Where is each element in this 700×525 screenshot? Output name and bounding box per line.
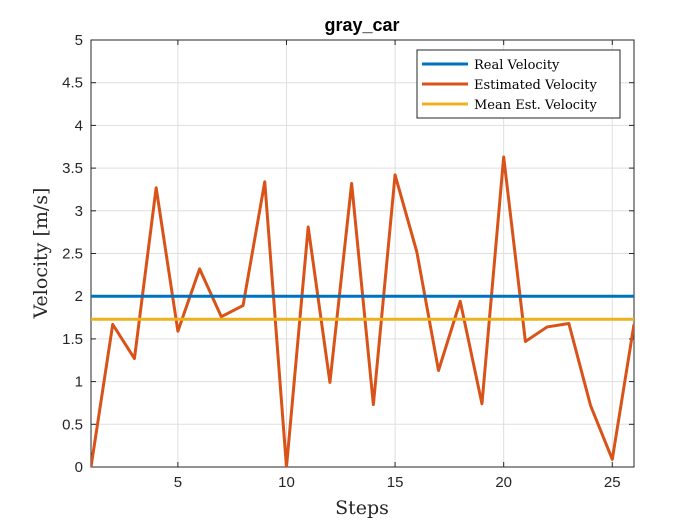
y-tick-label: 1 [75, 374, 83, 391]
x-tick-label: 15 [387, 474, 404, 491]
series-lines [91, 155, 634, 467]
y-tick-label: 0.5 [62, 416, 83, 433]
y-tick-label: 2 [75, 288, 83, 305]
y-tick-label: 0 [75, 459, 83, 476]
y-tick-label: 4.5 [62, 75, 83, 92]
chart-title: gray_car [324, 15, 399, 35]
y-tick-label: 2.5 [62, 246, 83, 263]
x-axis-label: Steps [335, 497, 389, 519]
y-tick-label: 3.5 [62, 160, 83, 177]
y-axis-ticks: 0 0.5 1 1.5 2 2.5 3 3.5 4 4.5 5 [62, 32, 634, 476]
y-tick-label: 3 [75, 203, 83, 220]
y-tick-label: 1.5 [62, 331, 83, 348]
legend-label-real-velocity: Real Velocity [474, 58, 560, 73]
y-tick-label: 5 [75, 32, 83, 49]
x-tick-label: 20 [495, 474, 512, 491]
legend-label-estimated-velocity: Estimated Velocity [474, 78, 598, 93]
series-line-estimated-velocity [91, 155, 634, 467]
legend-label-mean-est-velocity: Mean Est. Velocity [474, 98, 597, 113]
legend: Real Velocity Estimated Velocity Mean Est.… [416, 49, 621, 119]
x-axis-ticks: 5 10 15 20 25 [174, 40, 621, 491]
x-tick-label: 5 [174, 474, 182, 491]
y-tick-label: 4 [75, 117, 83, 134]
y-axis-label: Velocity [m/s] [30, 188, 52, 320]
x-tick-label: 10 [278, 474, 295, 491]
x-tick-label: 25 [604, 474, 621, 491]
